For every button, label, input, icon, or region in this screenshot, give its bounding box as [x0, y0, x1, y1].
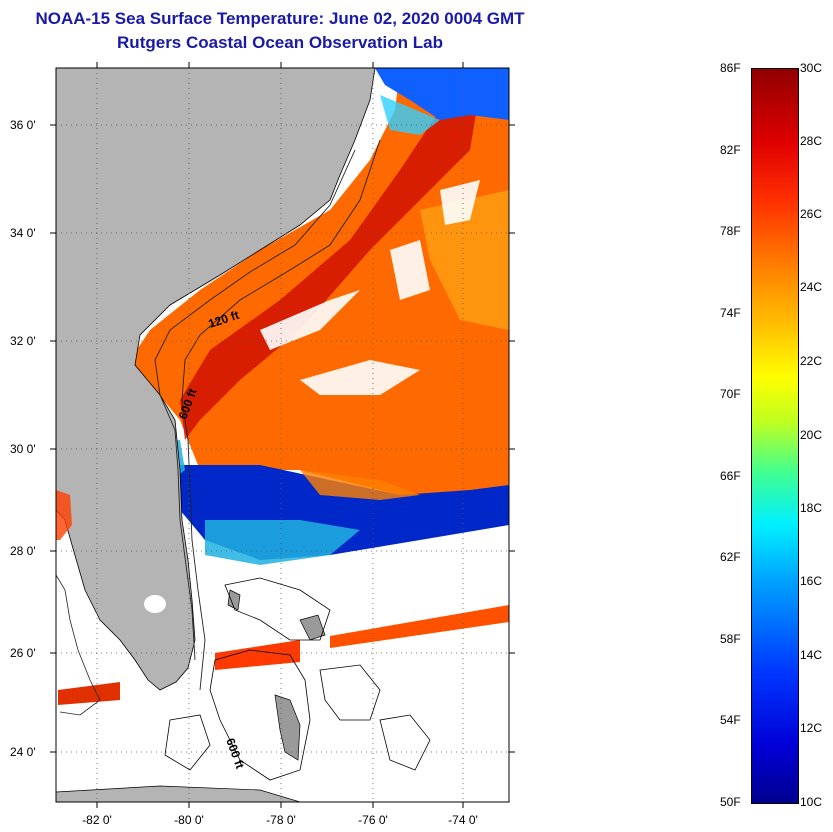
lon-label: -82 0'	[82, 813, 112, 827]
cuba-strip	[58, 682, 120, 705]
contour-120ft	[154, 149, 356, 661]
lat-label: 32 0'	[10, 334, 36, 348]
land-mass-us	[56, 68, 376, 691]
satellite-swath-strip	[330, 605, 509, 648]
lon-label: -78 0'	[266, 813, 296, 827]
contour-florida-west	[56, 574, 101, 716]
cool-band-north	[380, 95, 440, 135]
lon-label: -76 0'	[358, 813, 388, 827]
colorbar-c-label: 14C	[800, 648, 823, 662]
contour-600ft	[181, 139, 381, 691]
colorbar-c-label: 18C	[800, 501, 823, 515]
map-frame	[55, 67, 510, 803]
satellite-swath-strip-2	[215, 640, 300, 670]
gulf-stream	[180, 90, 480, 440]
colorbar-c-label: 20C	[800, 428, 823, 442]
map-subtitle: Rutgers Coastal Ocean Observation Lab	[117, 33, 443, 52]
colorbar-f-label: 78F	[720, 224, 741, 238]
lat-label: 30 0'	[10, 442, 36, 456]
lat-label: 24 0'	[10, 745, 36, 759]
colorbar-c-label: 10C	[800, 795, 823, 809]
bahamas-land	[227, 589, 326, 761]
lat-label: 34 0'	[10, 226, 36, 240]
mixed-band-south	[130, 440, 360, 565]
lat-label: 28 0'	[10, 544, 36, 558]
map-title: NOAA-15 Sea Surface Temperature: June 02…	[35, 9, 525, 28]
colorbar-f-label: 54F	[720, 713, 741, 727]
cuba-land	[56, 785, 301, 802]
lon-label: -74 0'	[448, 813, 478, 827]
colorbar-c-label: 30C	[800, 61, 823, 75]
colorbar-f-label: 62F	[720, 550, 741, 564]
colorbar-c-label: 26C	[800, 207, 823, 221]
axis-ticks	[50, 62, 515, 808]
gulf-coast-water	[56, 490, 72, 540]
colorbar-c-label: 12C	[800, 721, 823, 735]
colorbar-c-label: 24C	[800, 280, 823, 294]
temperature-colorbar	[751, 68, 799, 804]
colorbar-c-label: 16C	[800, 574, 823, 588]
lat-label: 26 0'	[10, 646, 36, 660]
bahamas-bank-contour	[164, 577, 431, 781]
cloud-patch	[260, 180, 480, 395]
lake-okeechobee	[144, 595, 166, 613]
graticule	[56, 68, 509, 802]
colorbar-c-label: 22C	[800, 354, 823, 368]
lat-label: 36 0'	[10, 118, 36, 132]
colorbar-f-label: 50F	[720, 795, 741, 809]
offshore-warm-band	[420, 190, 509, 330]
colorbar-f-label: 70F	[720, 387, 741, 401]
mixed-band-south-2	[300, 470, 420, 500]
colorbar-c-label: 28C	[800, 134, 823, 148]
colorbar-f-label: 74F	[720, 306, 741, 320]
colorbar-f-label: 86F	[720, 61, 741, 75]
colorbar-f-label: 58F	[720, 632, 741, 646]
lon-label: -80 0'	[174, 813, 204, 827]
colorbar-f-label: 66F	[720, 469, 741, 483]
colorbar-f-label: 82F	[720, 143, 741, 157]
cold-water-north	[375, 68, 509, 120]
